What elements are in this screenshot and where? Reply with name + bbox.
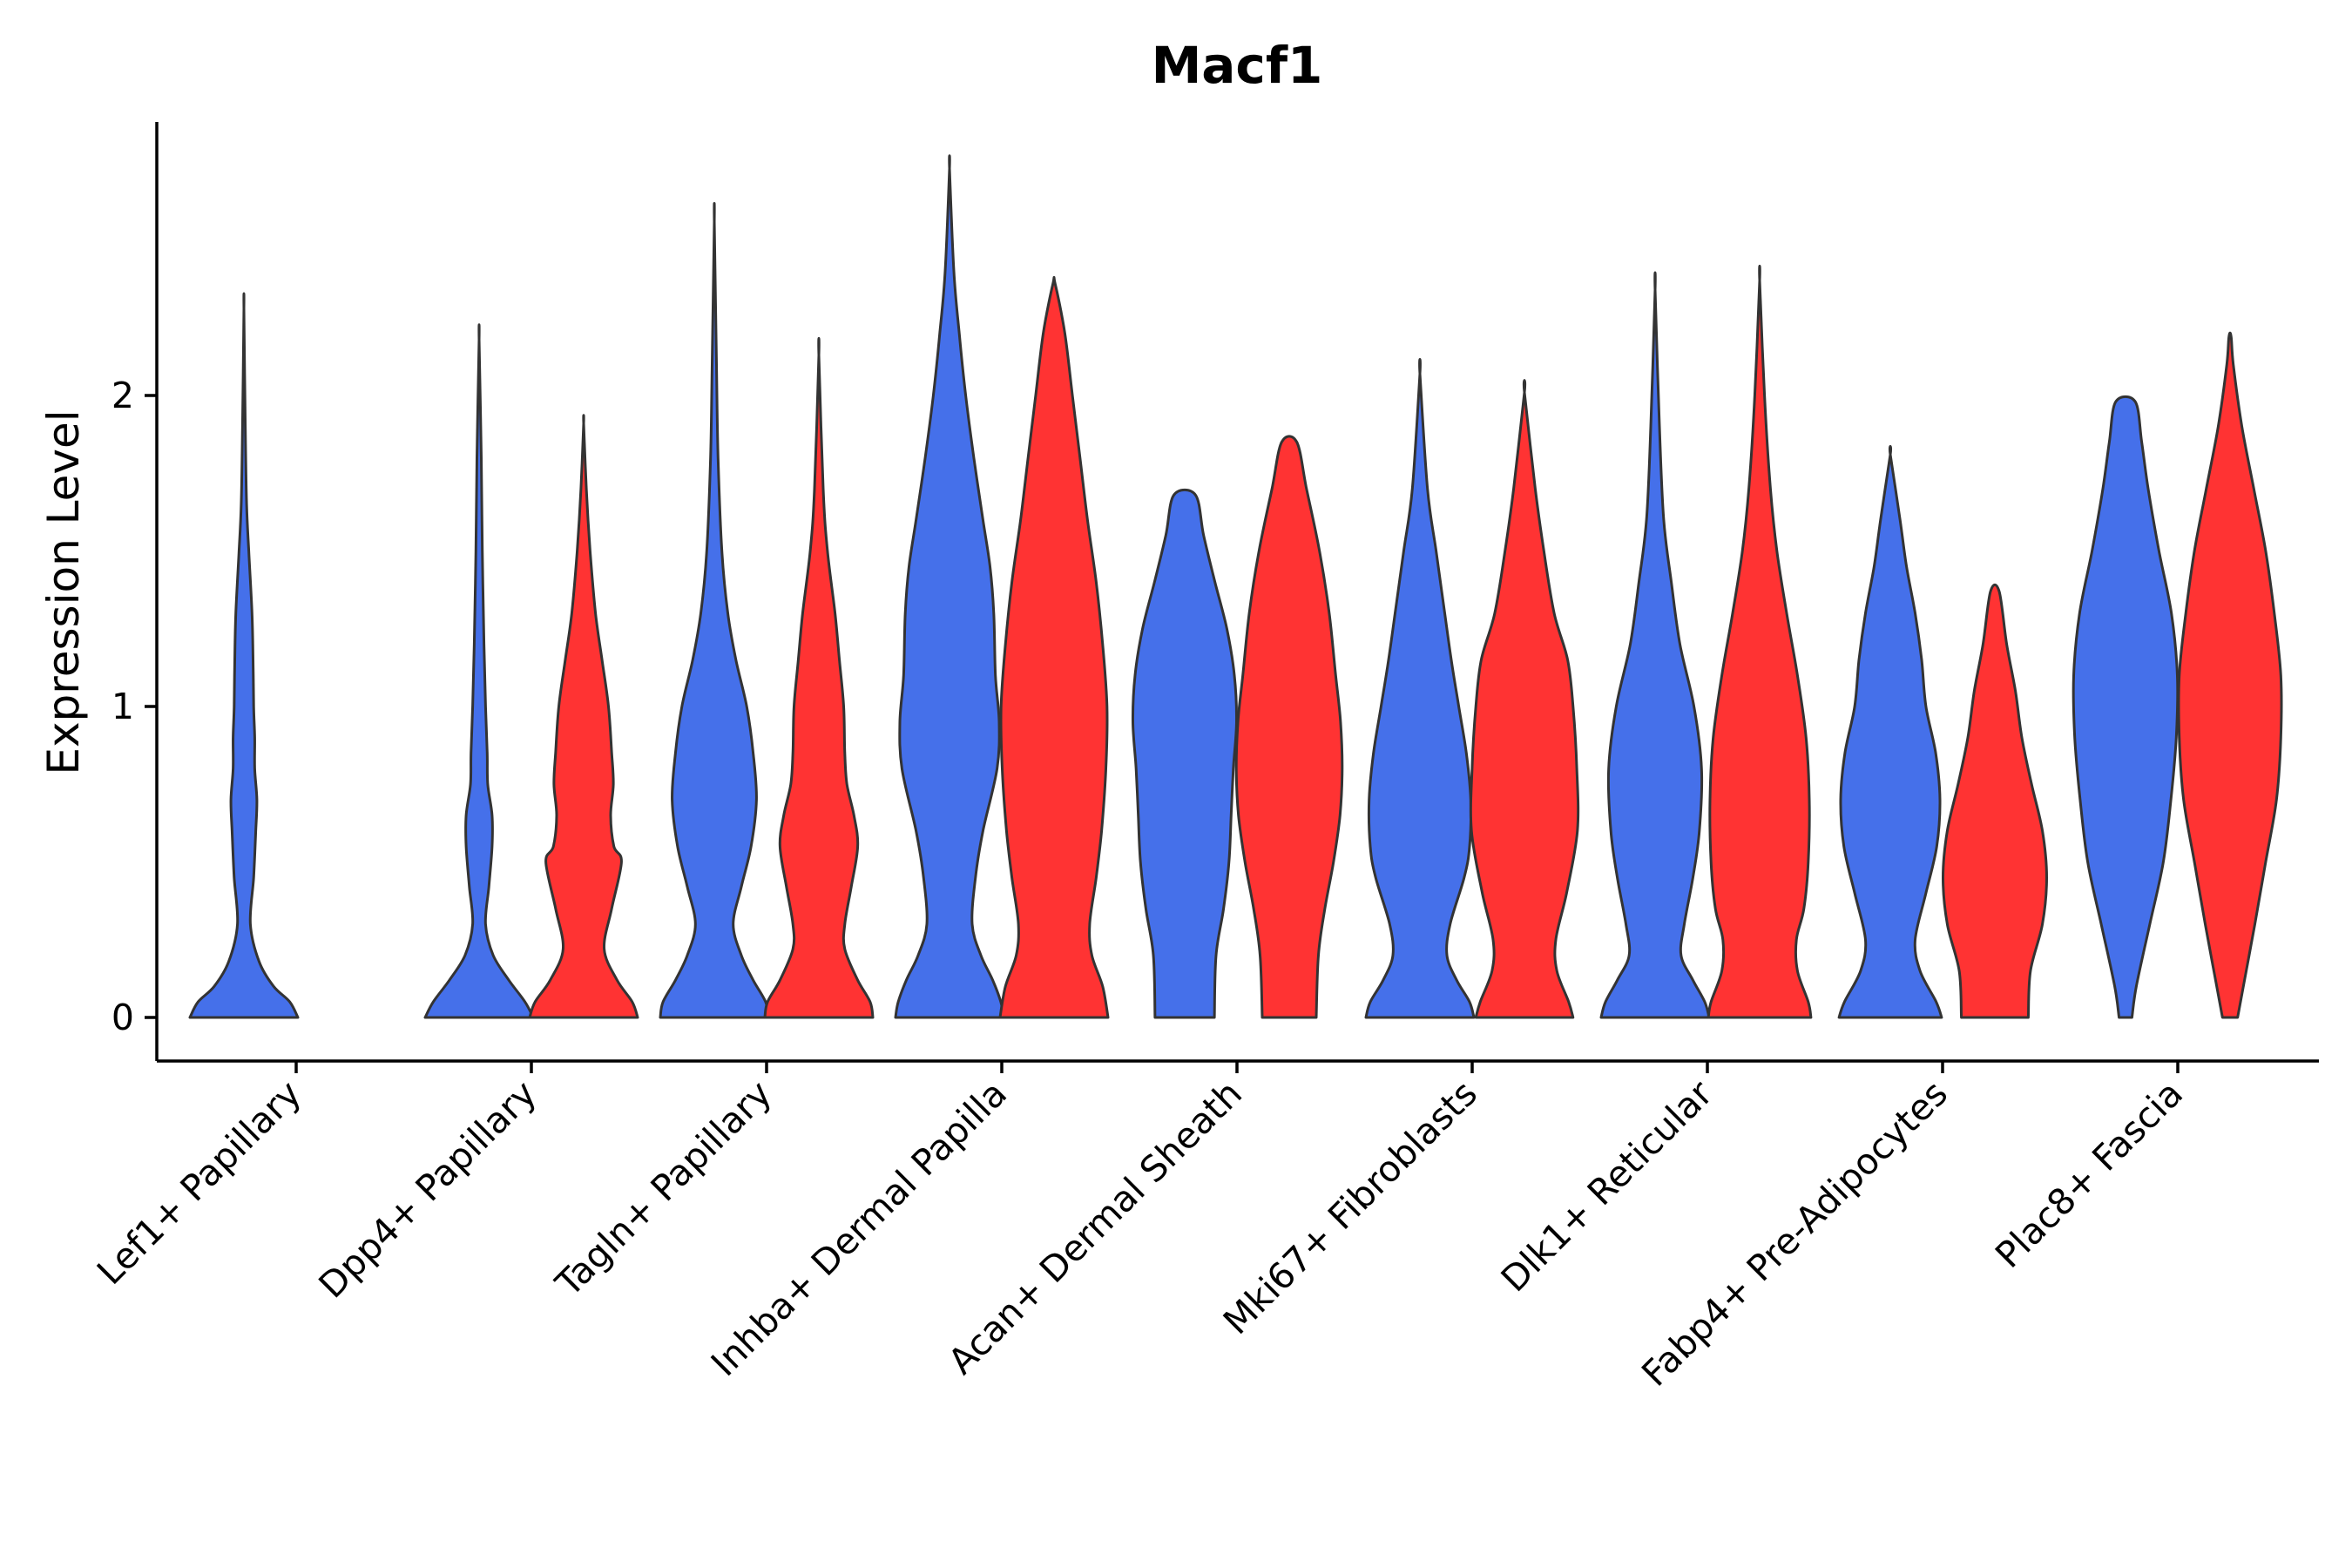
y-axis-label: Expression Level <box>38 409 89 774</box>
violin-red-7 <box>1942 583 2048 1019</box>
violin-blue-8 <box>2072 395 2180 1019</box>
violin-red-1 <box>528 414 639 1019</box>
violin-blue-7 <box>1837 444 1943 1019</box>
x-ticks: Lef1+ Papillary Dpp4+ Papillary Tagln+ Pap… <box>89 1061 2191 1395</box>
x-tick-label: Plac8+ Fascia <box>1987 1072 2191 1276</box>
y-ticks: 0 1 2 <box>112 375 157 1038</box>
violin-red-8 <box>2177 331 2283 1019</box>
chart-title: Macf1 <box>1152 36 1323 95</box>
violin-blue-5 <box>1364 358 1476 1019</box>
violin-red-3 <box>998 275 1110 1019</box>
violin-blue-6 <box>1599 271 1711 1019</box>
violin-blue-2 <box>659 202 770 1019</box>
x-tick-label: Mki67+ Fibroblasts <box>1215 1072 1485 1342</box>
y-tick-label: 0 <box>112 997 134 1038</box>
violin-red-6 <box>1707 264 1813 1019</box>
violin-blue-1 <box>423 323 535 1019</box>
violin-blue-4 <box>1131 488 1239 1019</box>
violin-red-4 <box>1234 435 1344 1019</box>
y-tick-label: 2 <box>112 375 134 416</box>
violin-blue-3 <box>894 154 1005 1019</box>
violin-blue-0 <box>188 292 300 1019</box>
x-tick-label: Lef1+ Papillary <box>89 1072 309 1293</box>
y-tick-label: 1 <box>112 686 134 727</box>
x-tick-label: Dpp4+ Papillary <box>311 1072 544 1306</box>
violin-red-5 <box>1469 379 1580 1019</box>
x-tick-label: Tagln+ Papillary <box>547 1072 780 1305</box>
x-tick-label: Dlk1+ Reticular <box>1493 1072 1720 1300</box>
violin-red-2 <box>763 336 875 1019</box>
violin-group <box>188 154 2283 1019</box>
